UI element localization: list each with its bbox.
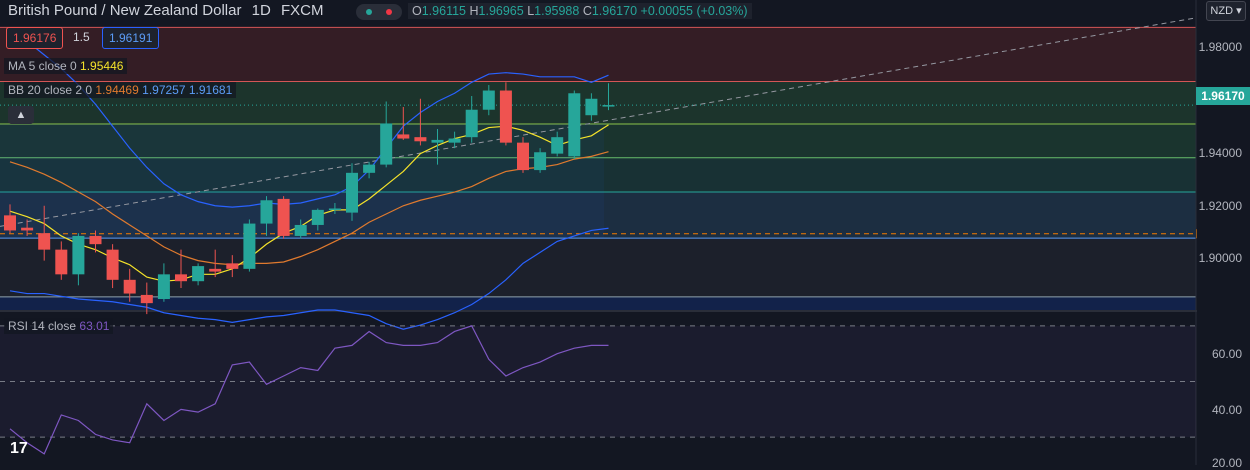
chart-title[interactable]: British Pound / New Zealand Dollar 1D FX… — [8, 2, 329, 19]
rsi-value: 63.01 — [79, 319, 110, 333]
rsi-line — [9, 325, 609, 455]
buy-button[interactable]: 1.96191 — [102, 27, 160, 49]
price-tick: 1.98000 — [1198, 40, 1242, 54]
axis-background — [1197, 0, 1250, 465]
bb-lower-line — [9, 227, 609, 330]
candle-body — [568, 93, 581, 157]
rsi-band — [0, 325, 1196, 438]
rsi-tick: 40.00 — [1211, 403, 1242, 417]
candle-body — [363, 164, 376, 173]
status-dots[interactable] — [356, 4, 402, 20]
candle-body — [328, 208, 341, 210]
candle-body — [380, 123, 393, 165]
candle-body — [4, 215, 16, 231]
candle-body — [226, 263, 239, 269]
candle-body — [123, 279, 136, 294]
candle-body — [534, 152, 547, 171]
candle-body — [157, 274, 170, 300]
bb-basis-value: 1.94469 — [95, 83, 139, 97]
candle-body — [465, 109, 478, 138]
close-value: 1.96170 — [591, 4, 638, 18]
candle-body — [243, 223, 256, 269]
high-value: 1.96965 — [478, 4, 524, 18]
candle-body — [294, 224, 307, 236]
market-open-icon — [366, 9, 372, 15]
low-value: 1.95988 — [534, 4, 580, 18]
candle-body — [585, 98, 598, 116]
bb-legend[interactable]: BB 20 close 2 0 1.94469 1.97257 1.91681 — [4, 82, 237, 98]
spread-value: 1.5 — [73, 30, 90, 44]
fib-zone — [0, 296, 1196, 310]
fib-zones — [0, 26, 1196, 310]
candle-body — [311, 209, 324, 225]
chevron-up-icon: ▲ — [15, 109, 27, 121]
candle-body — [192, 266, 205, 282]
bb-basis-line — [9, 151, 609, 266]
currency-button[interactable]: NZD ▾ — [1206, 1, 1246, 21]
ma-legend[interactable]: MA 5 close 0 1.95446 — [4, 58, 128, 74]
bb-lower-value: 1.91681 — [188, 83, 233, 97]
interval-label: 1D — [251, 2, 271, 19]
last-price-tag: 1.96170 — [1196, 87, 1250, 105]
price-tick: 1.94000 — [1198, 146, 1242, 160]
fib-zone — [0, 27, 1196, 82]
rsi-pane — [0, 325, 1196, 455]
rsi-legend[interactable]: RSI 14 close 63.01 — [4, 318, 114, 334]
candle-body — [175, 274, 187, 282]
candle-body — [72, 235, 85, 275]
candle-body — [277, 198, 290, 236]
symbol-name: British Pound / New Zealand Dollar — [8, 2, 242, 19]
fib-zone — [0, 124, 1196, 158]
sell-button[interactable]: 1.96176 — [6, 27, 64, 49]
candle-body — [106, 249, 119, 280]
ma-label: MA 5 close 0 — [8, 59, 77, 73]
fib-zone — [0, 157, 1196, 193]
candle-body — [517, 142, 529, 171]
candle-body — [448, 138, 461, 143]
delay-icon — [386, 9, 392, 15]
bb-upper-line — [9, 32, 609, 208]
tradingview-logo-icon[interactable]: 17 — [10, 440, 28, 457]
range-highlight — [0, 124, 604, 239]
bb-upper-value: 1.97257 — [142, 83, 186, 97]
exchange-label: FXCM — [280, 2, 324, 19]
fib-zone — [0, 238, 1196, 297]
open-value: 1.96115 — [421, 4, 466, 18]
candle-body — [38, 233, 51, 250]
candle-body — [414, 137, 427, 142]
candle-body — [602, 105, 615, 107]
price-tick: 1.90000 — [1198, 251, 1242, 265]
candle-body — [260, 200, 273, 224]
candle-body — [482, 90, 495, 110]
trend-line — [0, 17, 1197, 227]
rsi-tick: 20.00 — [1211, 456, 1242, 470]
fib-zone — [0, 192, 1196, 239]
candle-body — [397, 134, 410, 139]
candle-body — [431, 139, 444, 143]
candle-body — [209, 268, 222, 272]
candle-body — [55, 249, 68, 275]
ma-value: 1.95446 — [80, 59, 124, 73]
rsi-tick: 60.00 — [1211, 347, 1242, 361]
change-value: +0.00055 (+0.03%) — [640, 4, 748, 18]
candle-body — [499, 90, 512, 143]
bollinger-bands — [9, 32, 609, 330]
candle-body — [89, 235, 102, 245]
candle-body — [140, 294, 153, 304]
candle-body — [21, 227, 34, 231]
price-tick: 1.92000 — [1198, 199, 1242, 213]
candle-body — [551, 137, 564, 154]
candles — [4, 82, 615, 315]
candle-body — [346, 172, 358, 213]
collapse-legend-button[interactable]: ▲ — [8, 106, 34, 124]
bb-label: BB 20 close 2 0 — [8, 83, 93, 97]
rsi-label: RSI 14 close — [8, 319, 77, 333]
ohlc-readout: O1.96115 H1.96965 L1.95988 C1.96170 +0.0… — [408, 3, 752, 19]
